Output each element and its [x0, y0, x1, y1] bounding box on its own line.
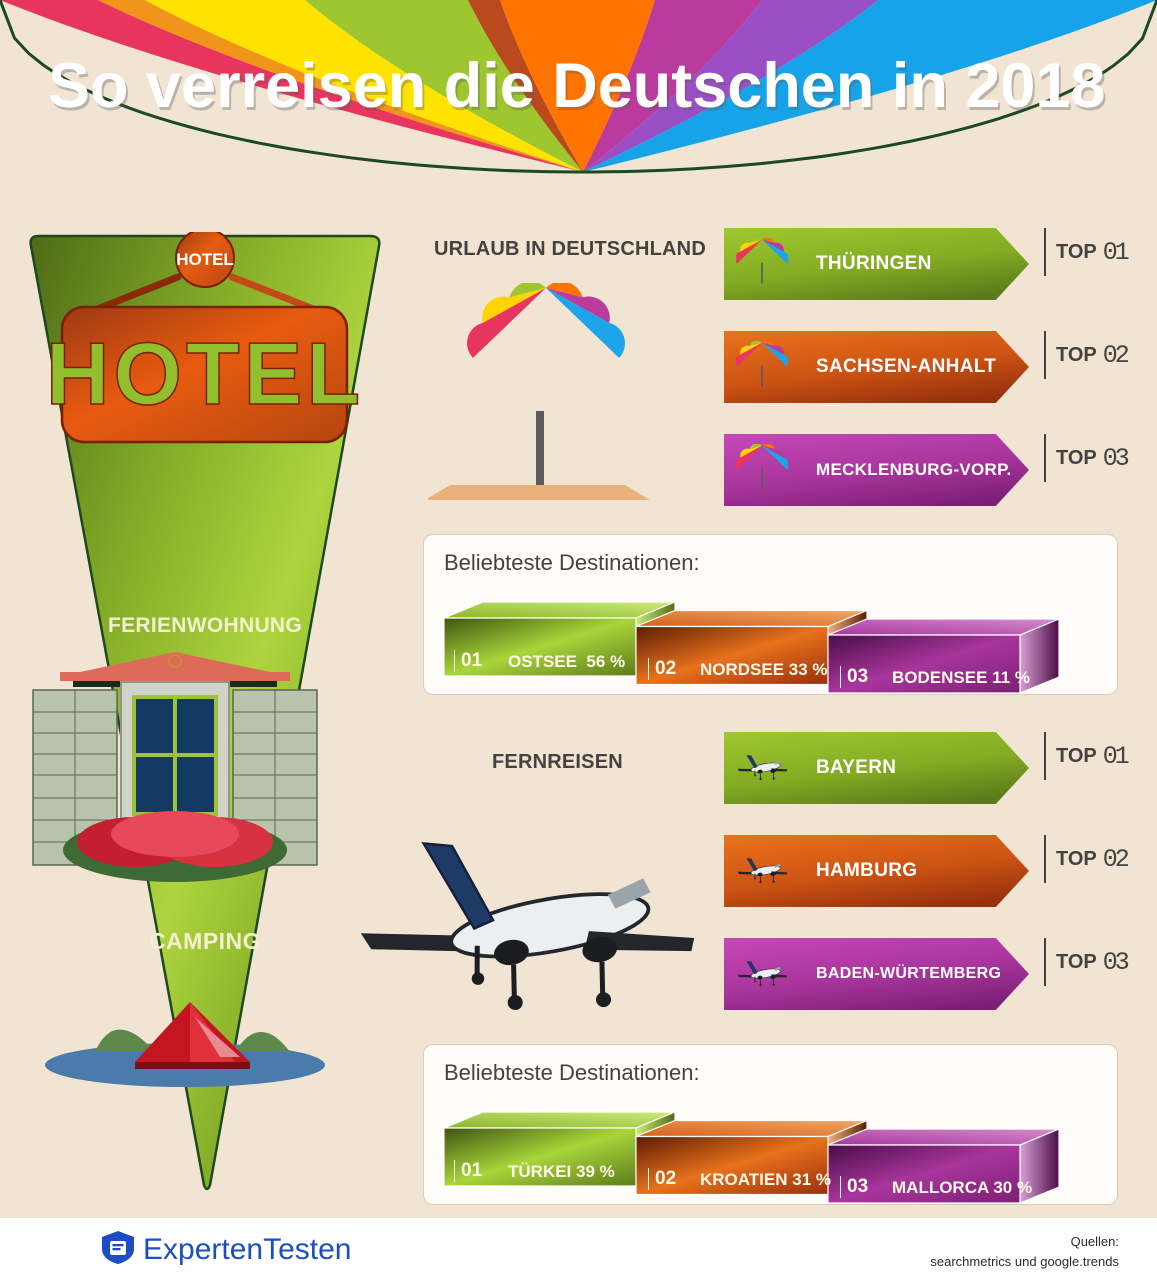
svg-text:CAMPING: CAMPING [149, 928, 261, 954]
svg-text:FERIENWOHNUNG: FERIENWOHNUNG [108, 614, 302, 637]
svg-text:HOTEL: HOTEL [46, 324, 364, 423]
svg-text:HOTEL: HOTEL [176, 250, 234, 269]
